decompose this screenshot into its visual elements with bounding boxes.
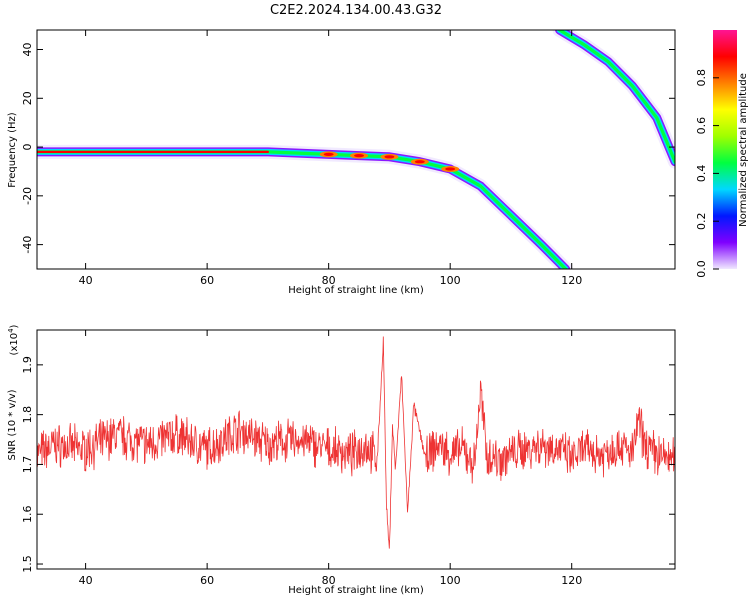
chart-title: C2E2.2024.134.00.43.G32 xyxy=(270,3,442,18)
y-tick-label: 1.7 xyxy=(21,456,34,474)
snr-panel: 40 60 80 100 120 1.5 1.6 1.7 1.8 1.9 Height of st… xyxy=(7,324,676,596)
y-tick-label: -20 xyxy=(21,187,34,205)
y-tick-label: 1.9 xyxy=(21,356,34,374)
y-tick-label: 20 xyxy=(21,91,34,105)
spectrogram-ylabel: Frequency (Hz) xyxy=(7,112,18,188)
y-tick-label: 1.6 xyxy=(21,505,34,523)
spectrogram-xlabel: Height of straight line (km) xyxy=(288,285,424,296)
spectral-peak-core-2 xyxy=(384,155,395,159)
snr-ticks: 40 60 80 100 120 1.5 1.6 1.7 1.8 1.9 xyxy=(21,330,675,587)
x-tick-label: 80 xyxy=(322,274,336,287)
colorbar-tick-label: 0.0 xyxy=(695,260,708,278)
x-tick-label: 60 xyxy=(200,574,214,587)
x-tick-label: 120 xyxy=(561,274,582,287)
snr-series-line xyxy=(37,336,675,549)
spectral-peak-core-1 xyxy=(354,153,365,158)
x-tick-label: 60 xyxy=(200,274,214,287)
y-tick-label: 40 xyxy=(21,43,34,57)
x-tick-label: 100 xyxy=(440,574,461,587)
x-tick-label: 40 xyxy=(79,574,93,587)
snr-frame xyxy=(36,329,676,570)
x-tick-label: 80 xyxy=(322,574,336,587)
colorbar-tick-label: 0.4 xyxy=(695,165,708,183)
spectral-trace-0-layer-2 xyxy=(37,148,569,269)
colorbar-label: Normalized spectral amplitude xyxy=(738,73,749,227)
spectrogram-frame xyxy=(36,29,676,270)
spectral-trace-0-layer-3 xyxy=(37,150,568,269)
spectral-trace-1-layer-1 xyxy=(555,30,675,167)
spectral-trace-0-layer-1 xyxy=(37,147,571,269)
colorbar-tick-label: 0.8 xyxy=(695,69,708,87)
snr-scale-label: (x104) xyxy=(7,324,20,355)
x-tick-label: 100 xyxy=(440,274,461,287)
snr-xlabel: Height of straight line (km) xyxy=(288,585,424,596)
colorbar-tick-label: 0.2 xyxy=(695,212,708,230)
spectrogram-ticks: 40 60 80 100 120 40 20 0 -20 -40 xyxy=(21,30,675,287)
colorbar-ticks: 0.0 0.2 0.4 0.6 0.8 xyxy=(695,69,719,278)
spectral-trace-1-layer-3 xyxy=(557,30,675,164)
snr-ylabel: SNR (10 * v/v) xyxy=(7,389,18,460)
x-tick-label: 40 xyxy=(79,274,93,287)
y-tick-label: 1.8 xyxy=(21,406,34,424)
y-tick-label: 0 xyxy=(21,144,34,151)
spectral-trace-0-layer-0 xyxy=(37,144,573,269)
spectrogram-panel: 40 60 80 100 120 40 20 0 -20 -40 Height of straig… xyxy=(7,29,676,296)
colorbar-tick-label: 0.6 xyxy=(695,117,708,135)
colorbar-bar xyxy=(713,30,737,269)
spectral-peak-core-4 xyxy=(445,167,456,171)
colorbar: 0.0 0.2 0.4 0.6 0.8 Normalized spectral ampl… xyxy=(695,30,749,278)
spectral-trace-1-layer-2 xyxy=(556,30,675,165)
spectrogram-traces xyxy=(37,30,675,269)
spectral-peak-core-3 xyxy=(414,160,425,164)
spectral-trace-1-layer-0 xyxy=(552,30,675,169)
y-tick-label: -40 xyxy=(21,236,34,254)
x-tick-label: 120 xyxy=(561,574,582,587)
y-tick-label: 1.5 xyxy=(21,555,34,573)
spectral-peak-core-0 xyxy=(323,152,334,156)
